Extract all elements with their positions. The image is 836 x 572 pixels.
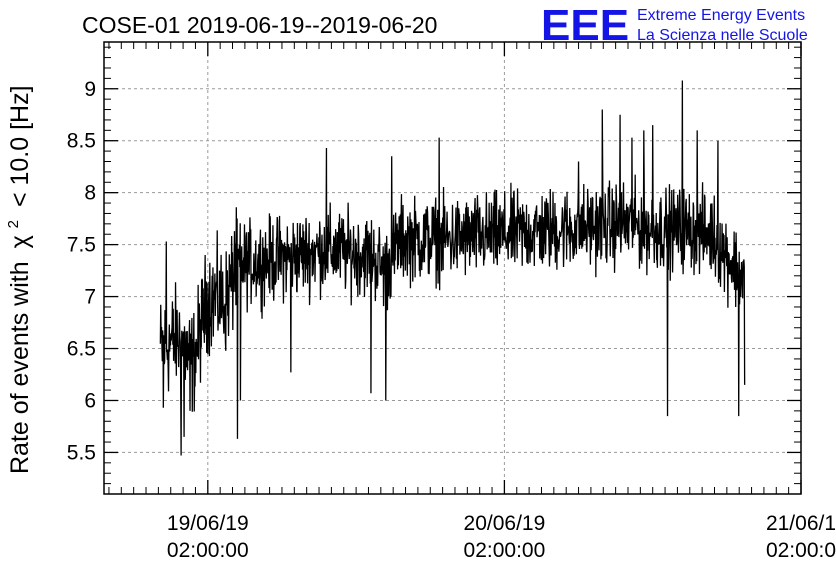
y-tick-label: 8 [84,182,96,205]
y-axis-label-sup: 2 [5,220,22,228]
rate-series-line [159,80,746,456]
y-tick-label: 6.5 [67,338,96,361]
minor-ticks [104,42,802,494]
x-tick-label-time: 02:00:00 [464,539,546,562]
chart-title: COSE-01 2019-06-19--2019-06-20 [82,12,437,38]
plot-frame [103,41,802,495]
eee-logo-line2: La Scienza nelle Scuole [637,27,808,44]
y-axis-label: Rate of events with χ 2 < 10.0 [Hz] [0,85,34,474]
y-tick-label: 7.5 [67,234,96,257]
x-tick-label-date: 21/06/1 [766,512,836,535]
y-tick-labels: 5.5 6 6.5 7 7.5 8 8.5 9 [67,78,96,465]
x-tick-label-time: 02:00:0 [766,539,836,562]
x-tick-label-date: 19/06/19 [167,512,249,535]
grid [104,42,802,494]
eee-logo-line1: Extreme Energy Events [637,7,805,24]
eee-logo: EEE Extreme Energy Events La Scienza nel… [541,1,808,50]
y-tick-label: 6 [84,389,96,412]
x-tick-label-time: 02:00:00 [167,539,249,562]
y-axis-label-suffix: < 10.0 [Hz] [6,85,34,207]
y-axis-label-prefix: Rate of events with [6,261,34,474]
x-tick-label-date: 20/06/19 [464,512,546,535]
y-tick-label: 9 [84,78,96,101]
y-tick-label: 5.5 [67,441,96,464]
data-layer [159,80,746,456]
y-tick-label: 7 [84,286,96,309]
y-axis-label-chi: χ [6,235,34,248]
y-tick-label: 8.5 [67,130,96,153]
x-tick-labels: 19/06/19 02:00:00 20/06/19 02:00:00 21/06/1 0… [167,512,836,562]
